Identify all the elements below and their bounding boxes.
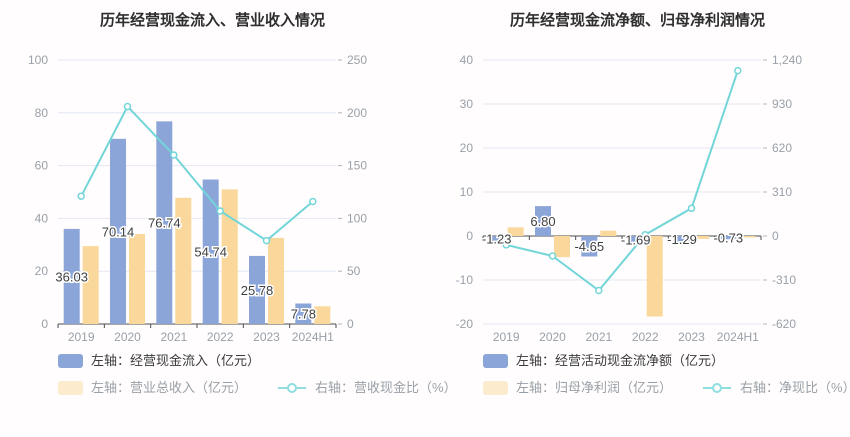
svg-text:25.78: 25.78 bbox=[241, 283, 274, 298]
svg-text:10: 10 bbox=[460, 185, 474, 199]
svg-text:-620: -620 bbox=[772, 317, 796, 331]
svg-text:-10: -10 bbox=[456, 273, 474, 287]
chart-title: 历年经营现金流净额、归母净利润情况 bbox=[509, 12, 765, 29]
svg-text:150: 150 bbox=[347, 159, 367, 173]
legend-label: 左轴：归母净利润（亿元） bbox=[516, 380, 673, 395]
svg-text:2021: 2021 bbox=[585, 330, 612, 344]
svg-text:2022: 2022 bbox=[207, 330, 234, 344]
bar-swatch-icon bbox=[483, 354, 508, 368]
y-axis-left: 0 20 40 60 80 100 bbox=[28, 53, 48, 331]
svg-text:250: 250 bbox=[347, 53, 367, 67]
svg-text:-1.29: -1.29 bbox=[667, 232, 697, 247]
svg-text:20: 20 bbox=[35, 264, 49, 278]
legend-item-net-profit[interactable]: 左轴：归母净利润（亿元） bbox=[483, 381, 672, 395]
svg-text:80: 80 bbox=[35, 106, 49, 120]
chart-legend: 左轴：经营现金流入（亿元） 左轴：营业总收入（亿元） 右轴：营收现金比（%） bbox=[58, 354, 457, 395]
svg-text:54.74: 54.74 bbox=[194, 245, 227, 260]
svg-text:100: 100 bbox=[347, 211, 367, 225]
svg-text:1,240: 1,240 bbox=[772, 53, 802, 67]
net-cashflow-profit-chart-canvas[interactable]: -20 -10 0 10 20 30 40 -620 -310 0 310 620 930 1,240 20… bbox=[425, 0, 850, 350]
data-labels: -1.23 6.80 -4.65 -1.69 -1.29 -0.73 bbox=[480, 213, 744, 256]
legend-label: 左轴：经营现金流入（亿元） bbox=[91, 353, 261, 368]
svg-text:0: 0 bbox=[41, 317, 48, 331]
legend-label: 右轴：净现比（%） bbox=[740, 380, 850, 395]
legend-label: 左轴：营业总收入（亿元） bbox=[91, 380, 248, 395]
legend-item-cash-inflow[interactable]: 左轴：经营现金流入（亿元） bbox=[58, 354, 260, 368]
svg-text:310: 310 bbox=[772, 185, 792, 199]
chart-panel-net-cashflow-profit: 历年经营现金流净额、归母净利润情况 -20 -10 0 10 20 30 40 -620 -31… bbox=[425, 0, 850, 437]
svg-text:2019: 2019 bbox=[493, 330, 520, 344]
svg-text:200: 200 bbox=[347, 106, 367, 120]
svg-text:-310: -310 bbox=[772, 273, 796, 287]
x-axis: 2019 2020 2021 2022 2023 2024H1 bbox=[57, 323, 337, 344]
svg-text:60: 60 bbox=[35, 159, 49, 173]
svg-text:0: 0 bbox=[466, 229, 473, 243]
trend-line bbox=[77, 102, 317, 245]
svg-text:40: 40 bbox=[460, 53, 474, 67]
svg-text:2024H1: 2024H1 bbox=[717, 330, 759, 344]
svg-text:-1.69: -1.69 bbox=[621, 233, 651, 248]
gridlines bbox=[58, 59, 336, 272]
svg-text:0: 0 bbox=[772, 229, 779, 243]
y-axis-right: 0 50 100 150 200 250 bbox=[338, 53, 367, 331]
svg-text:7.78: 7.78 bbox=[291, 307, 316, 322]
legend-item-net-cash-ratio[interactable]: 右轴：净现比（%） bbox=[702, 381, 850, 395]
svg-text:0: 0 bbox=[347, 317, 354, 331]
legend-label: 右轴：营收现金比（%） bbox=[315, 380, 457, 395]
svg-text:-20: -20 bbox=[456, 317, 474, 331]
gridlines bbox=[483, 59, 761, 325]
svg-text:-0.73: -0.73 bbox=[713, 231, 743, 246]
svg-text:-1.23: -1.23 bbox=[482, 232, 512, 247]
svg-text:620: 620 bbox=[772, 141, 792, 155]
bar-swatch-icon bbox=[58, 354, 83, 368]
y-axis-right: -620 -310 0 310 620 930 1,240 bbox=[763, 53, 802, 331]
bars bbox=[63, 121, 331, 325]
line-marker-icon bbox=[703, 383, 732, 393]
svg-text:930: 930 bbox=[772, 97, 792, 111]
svg-text:2022: 2022 bbox=[632, 330, 659, 344]
svg-text:6.80: 6.80 bbox=[530, 214, 555, 229]
line-marker-icon bbox=[278, 383, 307, 393]
legend-item-revenue-cash-ratio[interactable]: 右轴：营收现金比（%） bbox=[277, 381, 457, 395]
bar-swatch-icon bbox=[483, 381, 508, 395]
svg-text:2020: 2020 bbox=[539, 330, 566, 344]
legend-item-net-operating-cashflow[interactable]: 左轴：经营活动现金流净额（亿元） bbox=[483, 354, 724, 368]
chart-legend: 左轴：经营活动现金流净额（亿元） 左轴：归母净利润（亿元） 右轴：净现比（%） bbox=[483, 354, 850, 395]
svg-text:2023: 2023 bbox=[253, 330, 280, 344]
svg-text:76.74: 76.74 bbox=[148, 216, 181, 231]
svg-text:100: 100 bbox=[28, 53, 48, 67]
svg-text:70.14: 70.14 bbox=[102, 224, 135, 239]
trend-line bbox=[502, 66, 742, 295]
svg-text:-4.65: -4.65 bbox=[574, 239, 604, 254]
bars bbox=[488, 206, 756, 317]
bar-swatch-icon bbox=[58, 381, 83, 395]
legend-label: 左轴：经营活动现金流净额（亿元） bbox=[516, 353, 725, 368]
svg-text:50: 50 bbox=[347, 264, 361, 278]
svg-text:20: 20 bbox=[460, 141, 474, 155]
svg-text:2020: 2020 bbox=[114, 330, 141, 344]
chart-panel-operating-cash-revenue: 历年经营现金流入、营业收入情况 0 20 40 60 80 100 0 50 100 150 200… bbox=[0, 0, 457, 395]
svg-text:36.03: 36.03 bbox=[55, 269, 88, 284]
svg-text:40: 40 bbox=[35, 211, 49, 225]
chart-title: 历年经营现金流入、营业收入情况 bbox=[99, 12, 325, 29]
legend-item-total-revenue[interactable]: 左轴：营业总收入（亿元） bbox=[58, 381, 247, 395]
svg-text:2019: 2019 bbox=[68, 330, 95, 344]
svg-text:2021: 2021 bbox=[160, 330, 187, 344]
svg-text:2024H1: 2024H1 bbox=[292, 330, 334, 344]
svg-text:2023: 2023 bbox=[678, 330, 705, 344]
data-labels: 36.03 70.14 76.74 54.74 25.78 7.78 bbox=[54, 214, 318, 323]
x-axis: 2019 2020 2021 2022 2023 2024H1 bbox=[482, 235, 762, 344]
y-axis-left: -20 -10 0 10 20 30 40 bbox=[456, 53, 474, 331]
svg-text:30: 30 bbox=[460, 97, 474, 111]
